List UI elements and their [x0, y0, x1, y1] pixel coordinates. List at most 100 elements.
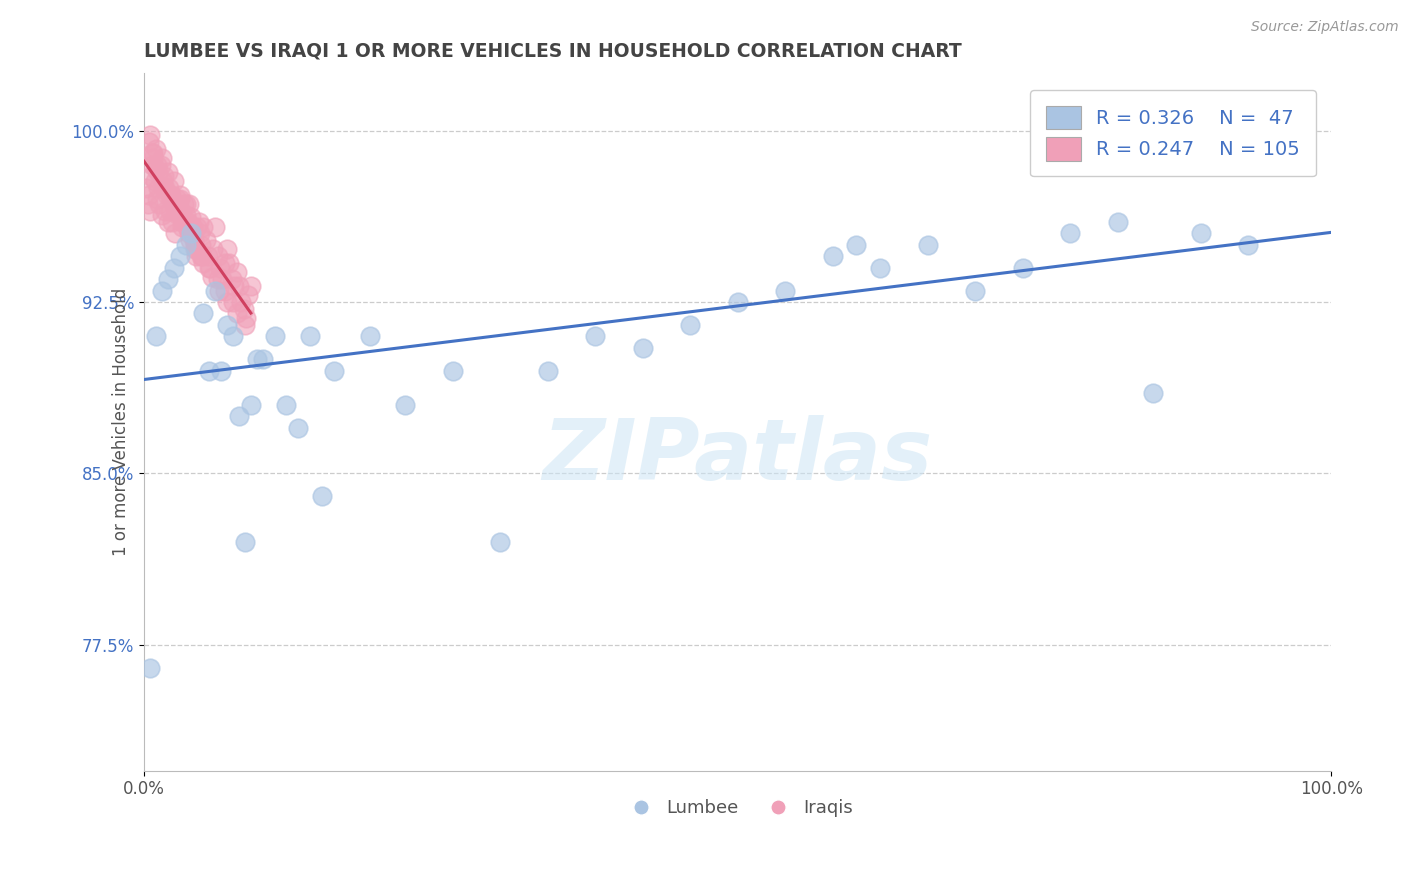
Point: [217, 295, 239, 310]
Point: [233, 318, 256, 332]
Point: [148, 180, 170, 194]
Point: [177, 215, 200, 229]
Point: [163, 260, 186, 275]
Point: [180, 227, 202, 241]
Point: [583, 329, 606, 343]
Point: [163, 196, 186, 211]
Point: [727, 295, 749, 310]
Point: [184, 243, 207, 257]
Point: [177, 227, 200, 241]
Point: [1285, 123, 1308, 137]
Point: [135, 180, 157, 194]
Point: [441, 363, 464, 377]
Point: [193, 219, 215, 234]
Point: [148, 196, 170, 211]
Text: ZIPatlas: ZIPatlas: [543, 416, 932, 499]
Text: LUMBEE VS IRAQI 1 OR MORE VEHICLES IN HOUSEHOLD CORRELATION CHART: LUMBEE VS IRAQI 1 OR MORE VEHICLES IN HO…: [143, 42, 962, 61]
Point: [180, 211, 202, 225]
Point: [209, 363, 232, 377]
Point: [150, 284, 173, 298]
Point: [222, 295, 245, 310]
Point: [218, 256, 240, 270]
Point: [489, 535, 512, 549]
Point: [143, 174, 166, 188]
Point: [197, 249, 219, 263]
Point: [394, 398, 416, 412]
Point: [155, 187, 177, 202]
Point: [207, 249, 229, 263]
Point: [141, 158, 163, 172]
Point: [173, 196, 195, 211]
Point: [679, 318, 702, 332]
Point: [174, 208, 197, 222]
Point: [224, 279, 246, 293]
Point: [221, 272, 243, 286]
Point: [145, 329, 167, 343]
Point: [152, 174, 174, 188]
Point: [190, 249, 212, 263]
Point: [145, 162, 167, 177]
Point: [193, 306, 215, 320]
Point: [150, 151, 173, 165]
Point: [184, 238, 207, 252]
Point: [217, 318, 239, 332]
Point: [186, 249, 208, 263]
Point: [160, 192, 183, 206]
Point: [186, 219, 208, 234]
Point: [1142, 386, 1164, 401]
Point: [169, 187, 191, 202]
Point: [287, 421, 309, 435]
Point: [225, 306, 247, 320]
Point: [204, 219, 226, 234]
Point: [211, 272, 233, 286]
Point: [239, 398, 262, 412]
Legend: Lumbee, Iraqis: Lumbee, Iraqis: [616, 792, 860, 824]
Point: [208, 260, 231, 275]
Point: [193, 256, 215, 270]
Point: [156, 165, 179, 179]
Point: [631, 341, 654, 355]
Point: [252, 352, 274, 367]
Point: [263, 329, 285, 343]
Point: [176, 219, 198, 234]
Point: [188, 227, 211, 241]
Point: [179, 219, 201, 234]
Point: [139, 128, 162, 143]
Point: [1107, 215, 1129, 229]
Point: [194, 233, 217, 247]
Point: [142, 151, 165, 165]
Point: [152, 180, 174, 194]
Point: [235, 311, 257, 326]
Point: [163, 174, 186, 188]
Point: [138, 135, 160, 149]
Point: [1189, 227, 1212, 241]
Point: [965, 284, 987, 298]
Point: [214, 284, 236, 298]
Point: [170, 219, 193, 234]
Point: [139, 169, 162, 184]
Point: [159, 187, 181, 202]
Point: [142, 146, 165, 161]
Point: [187, 215, 209, 229]
Point: [869, 260, 891, 275]
Point: [170, 203, 193, 218]
Point: [166, 192, 188, 206]
Point: [179, 233, 201, 247]
Point: [150, 208, 173, 222]
Point: [1011, 260, 1033, 275]
Point: [1059, 227, 1081, 241]
Point: [276, 398, 298, 412]
Point: [148, 165, 170, 179]
Point: [917, 238, 939, 252]
Point: [201, 269, 224, 284]
Point: [181, 219, 204, 234]
Point: [183, 233, 205, 247]
Point: [153, 169, 176, 184]
Point: [166, 203, 188, 218]
Point: [239, 279, 262, 293]
Point: [139, 203, 162, 218]
Point: [156, 215, 179, 229]
Point: [155, 180, 177, 194]
Point: [198, 260, 221, 275]
Point: [174, 196, 197, 211]
